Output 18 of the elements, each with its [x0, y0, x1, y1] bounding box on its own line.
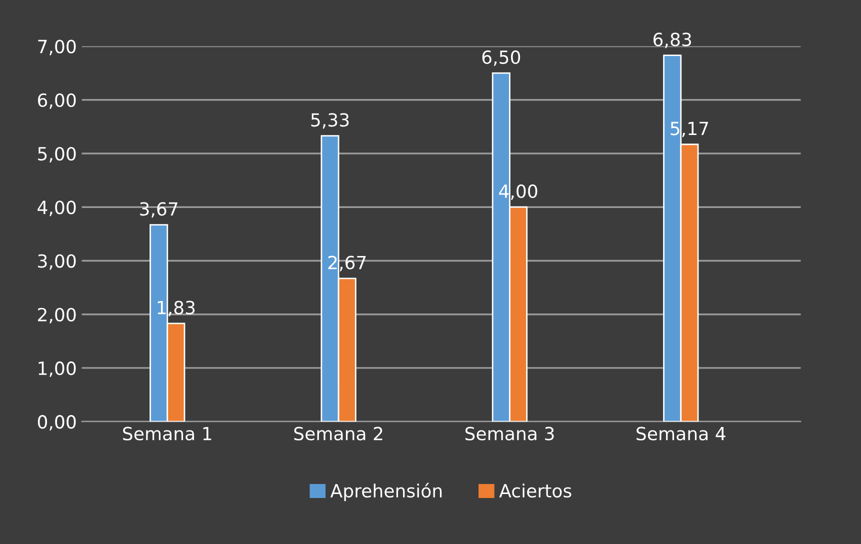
- y-tick-label: 2,00: [38, 308, 76, 324]
- data-label: 5,33: [311, 113, 349, 129]
- x-tick-label: Semana 4: [636, 426, 726, 440]
- data-label: 3,67: [140, 202, 178, 218]
- y-tick-label: 4,00: [38, 200, 76, 216]
- legend-label: Aciertos: [499, 484, 572, 498]
- x-tick-label: Semana 2: [294, 426, 382, 440]
- y-tick-label: 5,00: [38, 146, 76, 162]
- data-label: 6,50: [482, 50, 520, 66]
- y-tick-label: 3,00: [38, 254, 76, 270]
- y-tick-label: 0,00: [38, 415, 76, 431]
- x-tick-label: Semana 1: [123, 426, 212, 440]
- y-tick-label: 7,00: [38, 40, 76, 56]
- x-tick-label: Semana 3: [465, 426, 554, 440]
- y-tick-label: 6,00: [38, 93, 76, 109]
- legend-label: Aprehensión: [330, 482, 442, 502]
- y-tick-label: 1,00: [38, 361, 76, 377]
- data-label: 6,83: [654, 32, 692, 48]
